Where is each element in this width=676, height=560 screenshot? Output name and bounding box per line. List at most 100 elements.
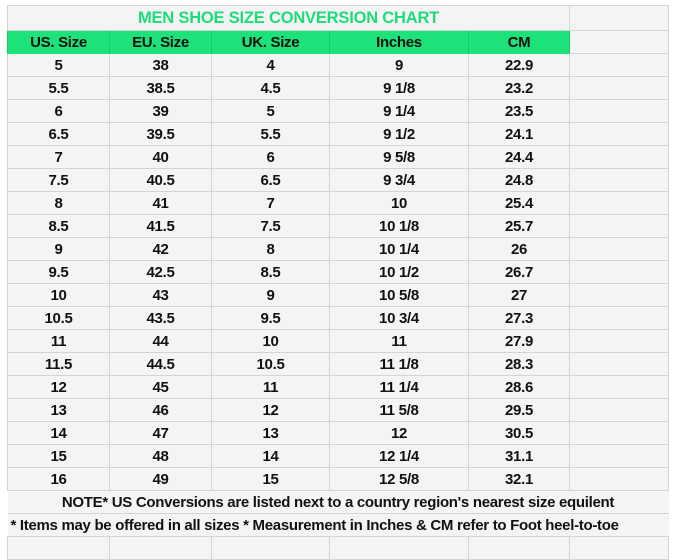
table-cell[interactable]: 9 <box>211 283 330 307</box>
table-cell[interactable]: 10 1/8 <box>329 214 469 238</box>
table-cell[interactable]: 22.9 <box>468 53 570 77</box>
table-cell[interactable]: 39 <box>109 99 212 123</box>
table-cell[interactable]: 7 <box>211 191 330 215</box>
table-cell[interactable]: 44.5 <box>109 352 212 376</box>
table-cell[interactable]: 9.5 <box>211 306 330 330</box>
table-cell[interactable]: 24.8 <box>468 168 570 192</box>
table-cell[interactable]: 15 <box>7 444 110 468</box>
table-cell[interactable]: 7.5 <box>211 214 330 238</box>
table-cell[interactable]: 5.5 <box>211 122 330 146</box>
table-cell[interactable]: 24.4 <box>468 145 570 169</box>
table-cell[interactable]: 11 1/8 <box>329 352 469 376</box>
table-cell[interactable]: 10 5/8 <box>329 283 469 307</box>
empty-cell[interactable] <box>569 283 669 307</box>
empty-cell[interactable] <box>569 375 669 399</box>
table-cell[interactable]: 11 <box>7 329 110 353</box>
table-cell[interactable]: 6.5 <box>7 122 110 146</box>
table-cell[interactable]: 23.2 <box>468 76 570 100</box>
table-cell[interactable]: 5 <box>7 53 110 77</box>
table-cell[interactable]: 15 <box>211 467 330 491</box>
table-cell[interactable]: 44 <box>109 329 212 353</box>
table-cell[interactable]: 9 <box>329 53 469 77</box>
table-cell[interactable]: 23.5 <box>468 99 570 123</box>
table-cell[interactable]: 10 3/4 <box>329 306 469 330</box>
empty-cell[interactable] <box>569 260 669 284</box>
table-cell[interactable]: 38.5 <box>109 76 212 100</box>
table-cell[interactable]: 8 <box>7 191 110 215</box>
table-cell[interactable]: 9.5 <box>7 260 110 284</box>
table-cell[interactable]: 6.5 <box>211 168 330 192</box>
table-cell[interactable]: 28.3 <box>468 352 570 376</box>
column-header[interactable]: UK. Size <box>211 30 330 54</box>
table-cell[interactable]: 27 <box>468 283 570 307</box>
table-cell[interactable]: 5.5 <box>7 76 110 100</box>
empty-cell[interactable] <box>569 306 669 330</box>
table-cell[interactable]: 32.1 <box>468 467 570 491</box>
column-header[interactable]: Inches <box>329 30 469 54</box>
table-cell[interactable]: 40.5 <box>109 168 212 192</box>
table-cell[interactable]: 4.5 <box>211 76 330 100</box>
table-cell[interactable]: 13 <box>211 421 330 445</box>
note-text[interactable]: NOTE* US Conversions are listed next to … <box>7 490 669 514</box>
table-cell[interactable]: 25.7 <box>468 214 570 238</box>
table-cell[interactable]: 42.5 <box>109 260 212 284</box>
empty-cell[interactable] <box>569 99 669 123</box>
table-cell[interactable]: 7 <box>7 145 110 169</box>
table-cell[interactable]: 38 <box>109 53 212 77</box>
empty-cell[interactable] <box>569 191 669 215</box>
table-cell[interactable]: 41.5 <box>109 214 212 238</box>
table-cell[interactable]: 48 <box>109 444 212 468</box>
empty-cell[interactable] <box>569 398 669 422</box>
empty-cell[interactable] <box>468 536 570 560</box>
table-cell[interactable]: 9 1/4 <box>329 99 469 123</box>
table-cell[interactable]: 11 <box>211 375 330 399</box>
table-cell[interactable]: 10.5 <box>211 352 330 376</box>
table-cell[interactable]: 25.4 <box>468 191 570 215</box>
table-cell[interactable]: 11 5/8 <box>329 398 469 422</box>
empty-cell[interactable] <box>569 214 669 238</box>
empty-cell[interactable] <box>569 53 669 77</box>
table-cell[interactable]: 9 3/4 <box>329 168 469 192</box>
table-cell[interactable]: 9 <box>7 237 110 261</box>
table-cell[interactable]: 8.5 <box>7 214 110 238</box>
table-cell[interactable]: 12 5/8 <box>329 467 469 491</box>
empty-cell[interactable] <box>569 536 669 560</box>
table-cell[interactable]: 5 <box>211 99 330 123</box>
table-cell[interactable]: 27.9 <box>468 329 570 353</box>
empty-cell[interactable] <box>569 329 669 353</box>
table-cell[interactable]: 14 <box>211 444 330 468</box>
column-header[interactable]: US. Size <box>7 30 110 54</box>
table-cell[interactable]: 10 <box>7 283 110 307</box>
empty-cell[interactable] <box>329 536 469 560</box>
column-header[interactable]: EU. Size <box>109 30 212 54</box>
empty-cell[interactable] <box>569 30 669 54</box>
empty-cell[interactable] <box>569 145 669 169</box>
table-cell[interactable]: 24.1 <box>468 122 570 146</box>
table-cell[interactable]: 6 <box>211 145 330 169</box>
table-cell[interactable]: 10 1/2 <box>329 260 469 284</box>
column-header[interactable]: CM <box>468 30 570 54</box>
table-cell[interactable]: 42 <box>109 237 212 261</box>
table-cell[interactable]: 43 <box>109 283 212 307</box>
empty-cell[interactable] <box>7 536 110 560</box>
table-cell[interactable]: 4 <box>211 53 330 77</box>
table-cell[interactable]: 47 <box>109 421 212 445</box>
table-cell[interactable]: 31.1 <box>468 444 570 468</box>
table-cell[interactable]: 10 <box>211 329 330 353</box>
table-cell[interactable]: 45 <box>109 375 212 399</box>
table-cell[interactable]: 12 <box>7 375 110 399</box>
empty-cell[interactable] <box>569 421 669 445</box>
table-cell[interactable]: 6 <box>7 99 110 123</box>
table-cell[interactable]: 9 1/2 <box>329 122 469 146</box>
table-cell[interactable]: 11 <box>329 329 469 353</box>
table-cell[interactable]: 41 <box>109 191 212 215</box>
empty-cell[interactable] <box>569 5 669 31</box>
table-cell[interactable]: 11.5 <box>7 352 110 376</box>
empty-cell[interactable] <box>109 536 212 560</box>
table-cell[interactable]: 43.5 <box>109 306 212 330</box>
table-cell[interactable]: 8.5 <box>211 260 330 284</box>
table-cell[interactable]: 13 <box>7 398 110 422</box>
table-cell[interactable]: 11 1/4 <box>329 375 469 399</box>
table-cell[interactable]: 39.5 <box>109 122 212 146</box>
table-cell[interactable]: 30.5 <box>468 421 570 445</box>
